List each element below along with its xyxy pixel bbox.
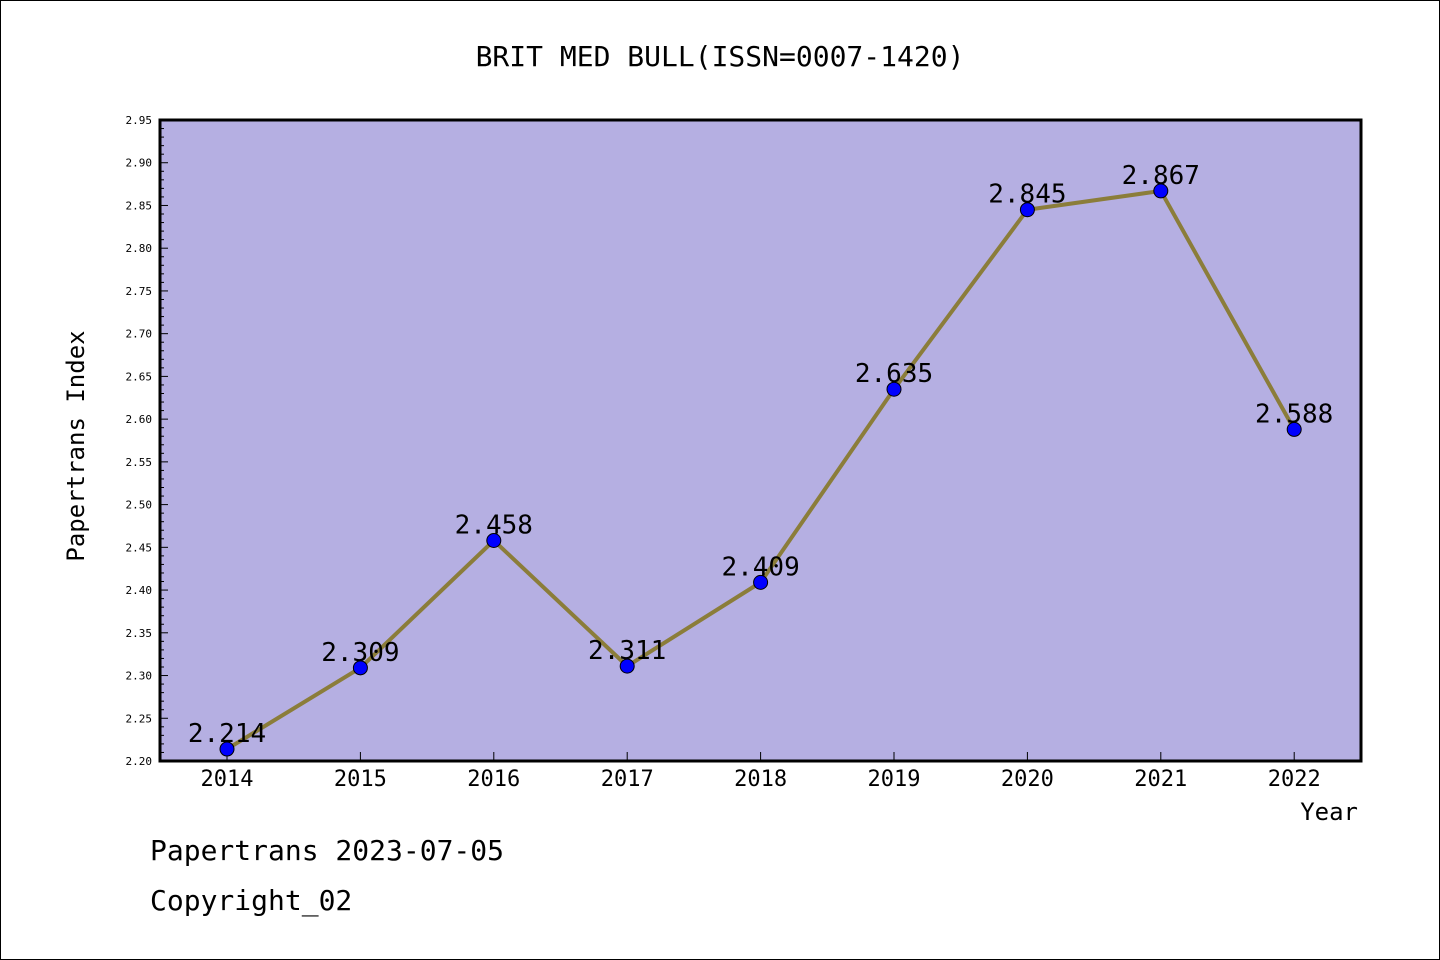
x-axis: 2014 2015 2016 2017 2018 2019 2020 2021 2022	[201, 752, 1321, 792]
x-tick-label: 2014	[201, 767, 254, 792]
y-tick-label: 2.55	[126, 456, 153, 469]
y-tick-label: 2.75	[126, 285, 153, 298]
chart-title: BRIT MED BULL(ISSN=0007-1420)	[476, 40, 965, 73]
data-label: 2.458	[455, 510, 533, 540]
y-axis-label: Papertrans Index	[62, 330, 90, 561]
data-point	[1019, 202, 1035, 218]
x-tick-label: 2016	[467, 767, 520, 792]
data-point	[619, 658, 635, 674]
x-tick-label: 2018	[734, 767, 787, 792]
data-label: 2.309	[321, 638, 399, 668]
footer-date: Papertrans 2023-07-05	[150, 834, 505, 867]
y-tick-label: 2.65	[126, 370, 153, 383]
x-tick-label: 2019	[868, 767, 921, 792]
y-tick-label: 2.60	[126, 413, 153, 426]
x-tick-label: 2020	[1001, 767, 1054, 792]
footer-copyright: Copyright_02	[150, 884, 353, 917]
y-tick-label: 2.40	[126, 584, 153, 597]
y-tick-label: 2.90	[126, 157, 153, 170]
y-tick-label: 2.25	[126, 712, 153, 725]
data-label: 2.588	[1255, 399, 1333, 429]
data-point	[486, 532, 502, 548]
plot-area	[158, 118, 1363, 763]
x-tick-label: 2017	[601, 767, 654, 792]
y-tick-label: 2.35	[126, 627, 153, 640]
y-tick-label: 2.45	[126, 541, 153, 554]
data-point	[1286, 421, 1302, 437]
y-tick-label: 2.20	[126, 755, 153, 768]
series-line: 2.214 2.309 2.458 2.311 2.409 2.635 2.845 2.867…	[188, 161, 1333, 757]
data-label: 2.635	[855, 359, 933, 389]
x-tick-label: 2022	[1268, 767, 1321, 792]
data-point	[753, 574, 769, 590]
y-axis: 2.20 2.25 2.30 2.35 2.40 2.45 2.50 2.55 2.60 2.65…	[126, 114, 168, 768]
data-point	[886, 381, 902, 397]
data-label: 2.214	[188, 719, 266, 749]
x-axis-label: Year	[1300, 798, 1358, 826]
data-label: 2.867	[1122, 161, 1200, 191]
data-point	[1153, 183, 1169, 199]
y-tick-label: 2.95	[126, 114, 153, 127]
y-tick-label: 2.85	[126, 199, 153, 212]
y-tick-label: 2.30	[126, 670, 153, 683]
y-tick-label: 2.70	[126, 328, 153, 341]
y-tick-label: 2.80	[126, 242, 153, 255]
x-tick-label: 2021	[1134, 767, 1187, 792]
data-label: 2.409	[721, 552, 799, 582]
x-tick-label: 2015	[334, 767, 387, 792]
data-point	[219, 741, 235, 757]
data-label: 2.311	[588, 636, 666, 666]
data-label: 2.845	[988, 180, 1066, 210]
data-point	[352, 660, 368, 676]
y-tick-label: 2.50	[126, 499, 153, 512]
